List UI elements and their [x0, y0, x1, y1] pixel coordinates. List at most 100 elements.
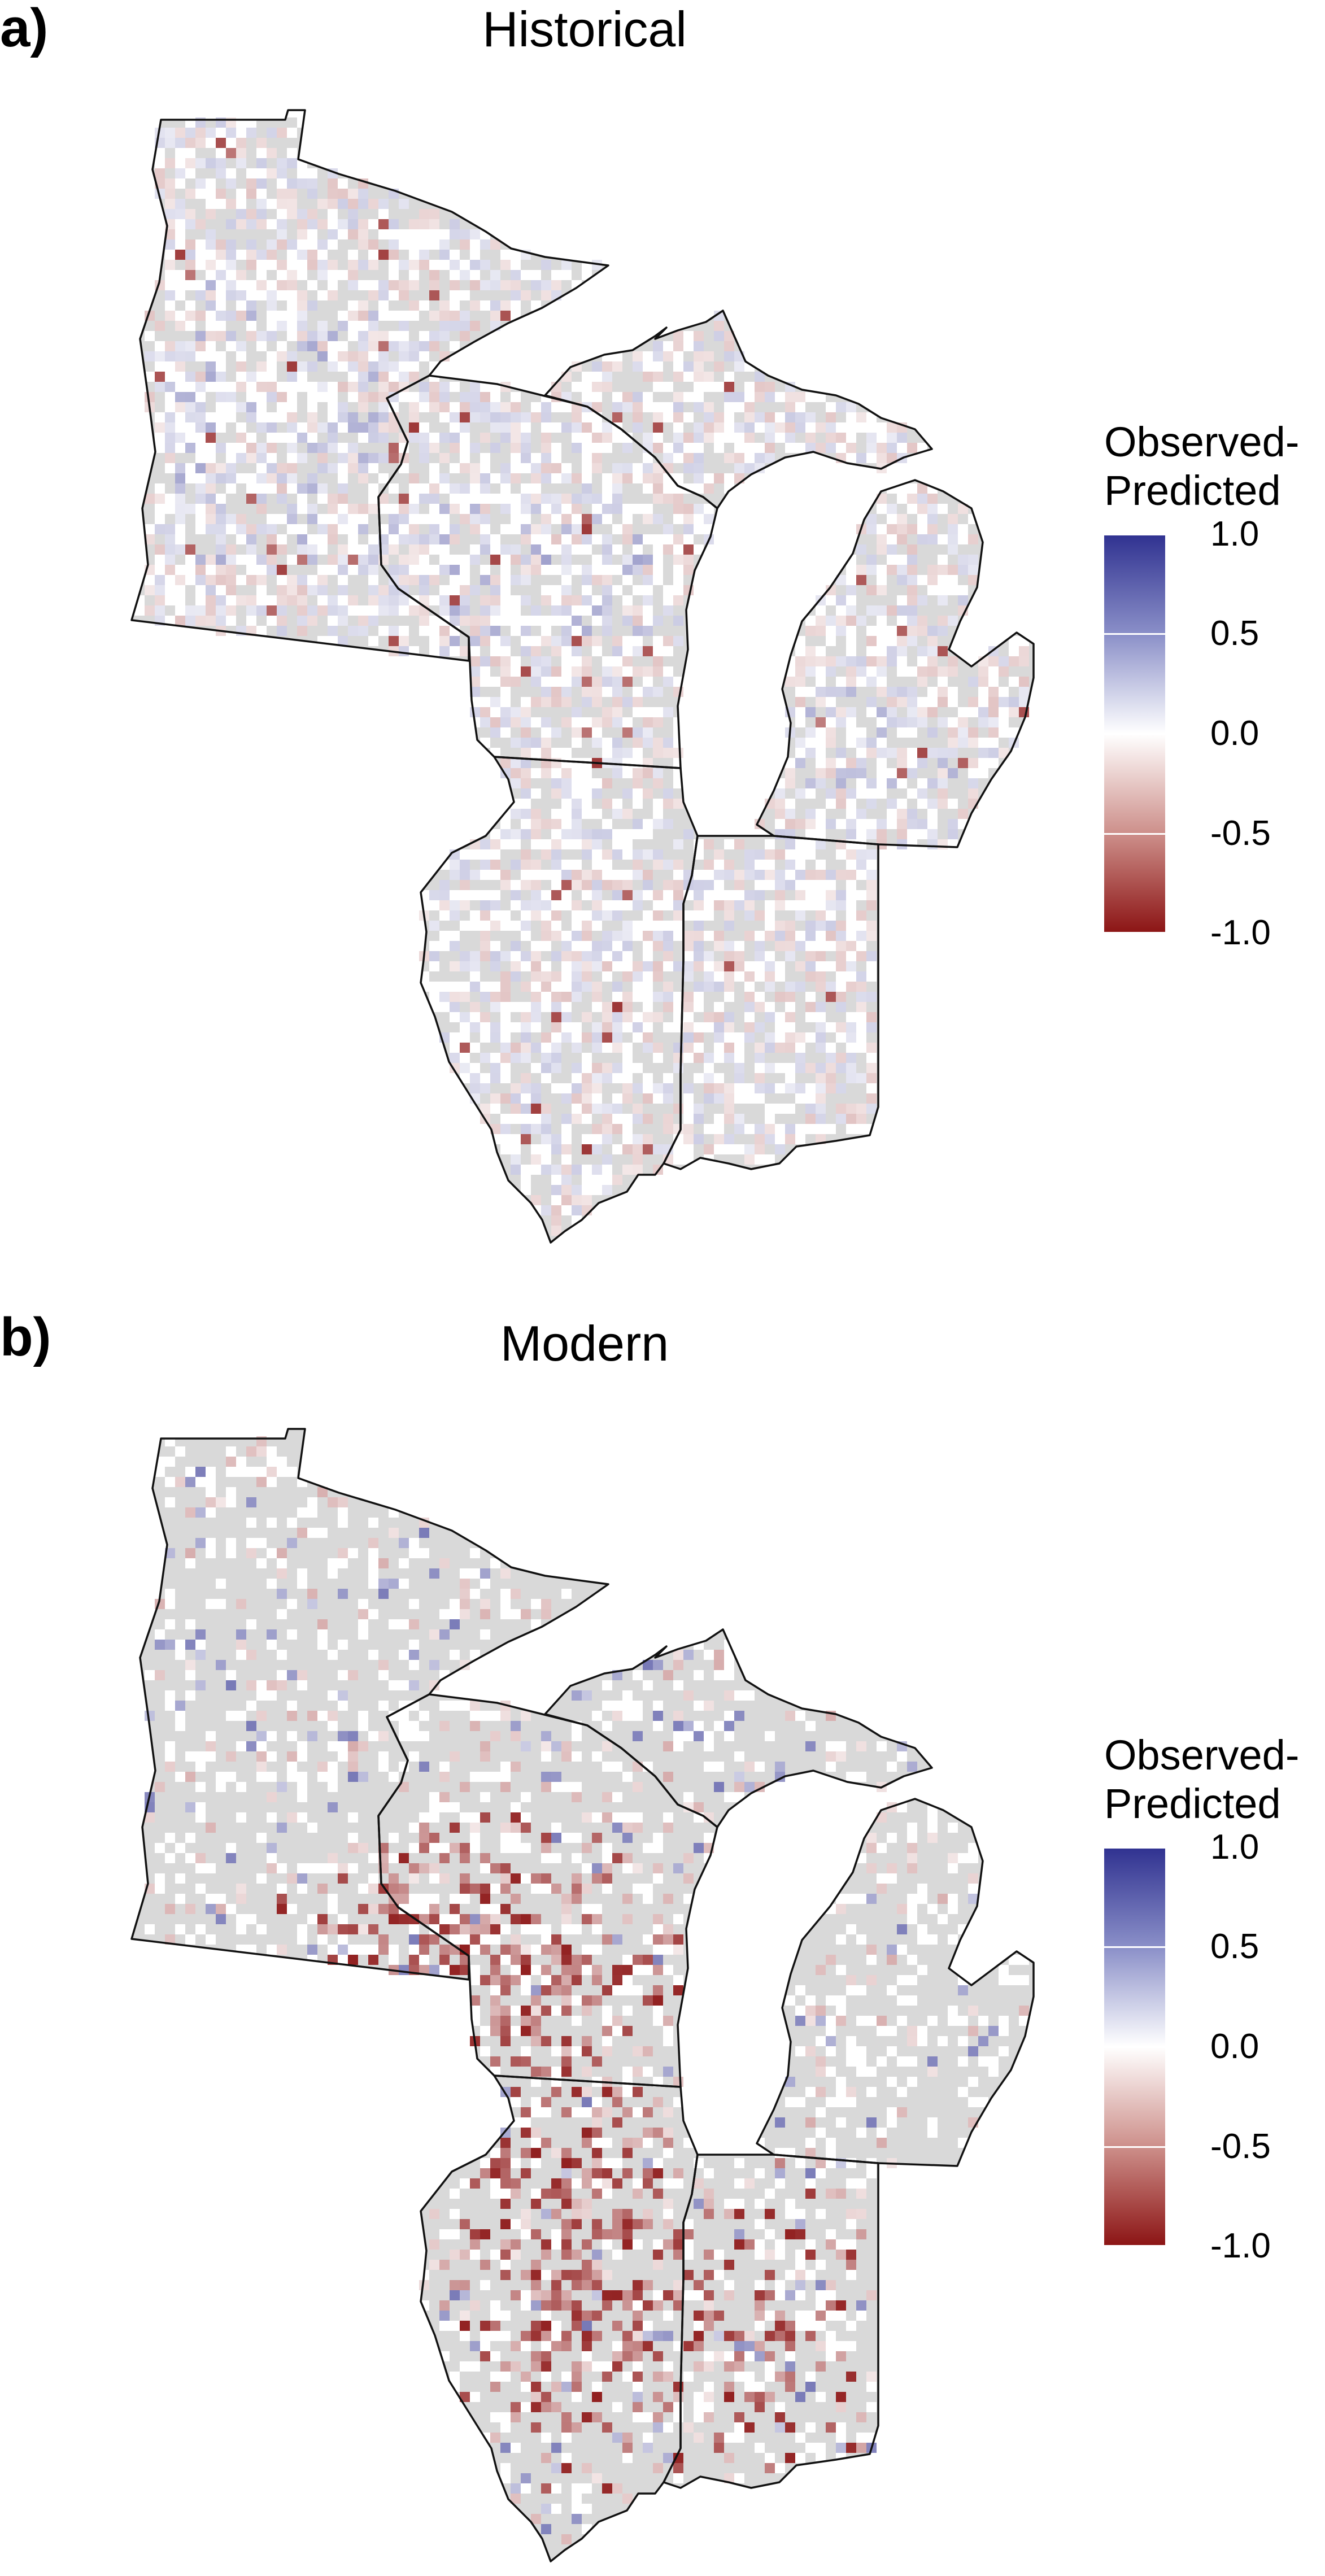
residual-cell — [409, 351, 419, 361]
residual-cell — [348, 209, 358, 219]
residual-cell — [826, 961, 836, 971]
residual-cell — [409, 300, 419, 311]
residual-cell — [358, 473, 368, 483]
residual-cell — [206, 311, 216, 321]
residual-cell — [612, 829, 622, 839]
residual-cell — [846, 433, 856, 443]
residual-cell — [622, 809, 633, 819]
residual-cell — [541, 402, 551, 412]
residual-cell — [653, 341, 663, 351]
residual-cell — [724, 422, 734, 433]
residual-cell — [602, 1012, 612, 1022]
residual-cell — [927, 656, 938, 666]
residual-cell — [602, 2158, 612, 2168]
residual-cell — [572, 595, 582, 605]
residual-cell — [419, 1934, 429, 1945]
residual-cell — [724, 331, 734, 341]
residual-cell — [317, 1487, 328, 1497]
residual-cell — [795, 687, 805, 697]
residual-cell — [602, 443, 612, 453]
residual-cell — [500, 819, 511, 829]
residual-cell — [785, 1073, 795, 1083]
residual-cell — [531, 910, 541, 921]
residual-cell — [826, 768, 836, 778]
residual-cell — [348, 1762, 358, 1772]
residual-cell — [328, 219, 338, 229]
residual-cell — [612, 1093, 622, 1104]
residual-cell — [877, 585, 887, 595]
residual-cell — [856, 839, 866, 849]
residual-cell — [714, 331, 724, 341]
residual-cell — [206, 555, 216, 565]
residual-cell — [592, 1995, 602, 2006]
residual-cell — [775, 799, 785, 809]
residual-cell — [521, 758, 531, 768]
residual-cell — [887, 819, 897, 829]
residual-cell — [480, 1083, 490, 1093]
residual-cell — [368, 422, 378, 433]
residual-cell — [622, 921, 633, 931]
residual-cell — [673, 1650, 683, 1660]
residual-cell — [826, 1762, 836, 1772]
residual-map — [130, 1428, 1035, 2562]
residual-cell — [185, 1548, 195, 1558]
residual-cell — [744, 849, 755, 860]
residual-cell — [389, 1579, 399, 1589]
residual-cell — [795, 2046, 805, 2056]
residual-cell — [256, 1690, 267, 1701]
residual-cell — [429, 636, 439, 646]
residual-cell — [592, 1914, 602, 1924]
residual-cell — [653, 616, 663, 626]
residual-cell — [511, 677, 521, 687]
residual-cell — [765, 1731, 775, 1741]
residual-cell — [297, 341, 307, 351]
residual-cell — [653, 351, 663, 361]
residual-cell — [236, 128, 246, 138]
residual-cell — [551, 1002, 561, 1012]
residual-cell — [643, 1894, 653, 1904]
residual-cell — [988, 687, 999, 697]
residual-cell — [765, 453, 775, 463]
residual-cell — [704, 1093, 714, 1104]
residual-cell — [338, 524, 348, 534]
residual-cell — [602, 717, 612, 727]
residual-cell — [511, 1022, 521, 1032]
residual-cell — [409, 1731, 419, 1741]
residual-cell — [256, 199, 267, 209]
residual-cell — [450, 2280, 460, 2290]
residual-cell — [582, 1032, 592, 1043]
residual-cell — [938, 1914, 948, 1924]
residual-cell — [572, 1093, 582, 1104]
residual-cell — [439, 931, 450, 941]
residual-cell — [714, 1721, 724, 1731]
residual-cell — [490, 870, 500, 880]
residual-cell — [348, 300, 358, 311]
residual-cell — [846, 809, 856, 819]
residual-cell — [805, 443, 816, 453]
residual-cell — [338, 1863, 348, 1873]
residual-cell — [277, 463, 287, 473]
residual-cell — [582, 473, 592, 483]
residual-cell — [887, 1762, 897, 1772]
residual-cell — [216, 361, 226, 372]
residual-cell — [338, 473, 348, 483]
residual-cell — [256, 1924, 267, 1934]
residual-cell — [236, 1599, 246, 1609]
residual-cell — [622, 616, 633, 626]
residual-cell — [795, 941, 805, 951]
residual-cell — [958, 2036, 968, 2046]
residual-cell — [673, 1063, 683, 1073]
residual-cell — [460, 1965, 470, 1975]
residual-cell — [165, 1599, 175, 1609]
residual-cell — [795, 2016, 805, 2026]
residual-cell — [775, 1144, 785, 1154]
residual-cell — [246, 1518, 256, 1528]
residual-cell — [897, 433, 907, 443]
residual-cell — [582, 1063, 592, 1073]
residual-cell — [673, 473, 683, 483]
residual-cell — [582, 443, 592, 453]
residual-cell — [592, 1975, 602, 1985]
residual-cell — [622, 666, 633, 677]
residual-cell — [277, 1467, 287, 1477]
residual-cell — [277, 311, 287, 321]
